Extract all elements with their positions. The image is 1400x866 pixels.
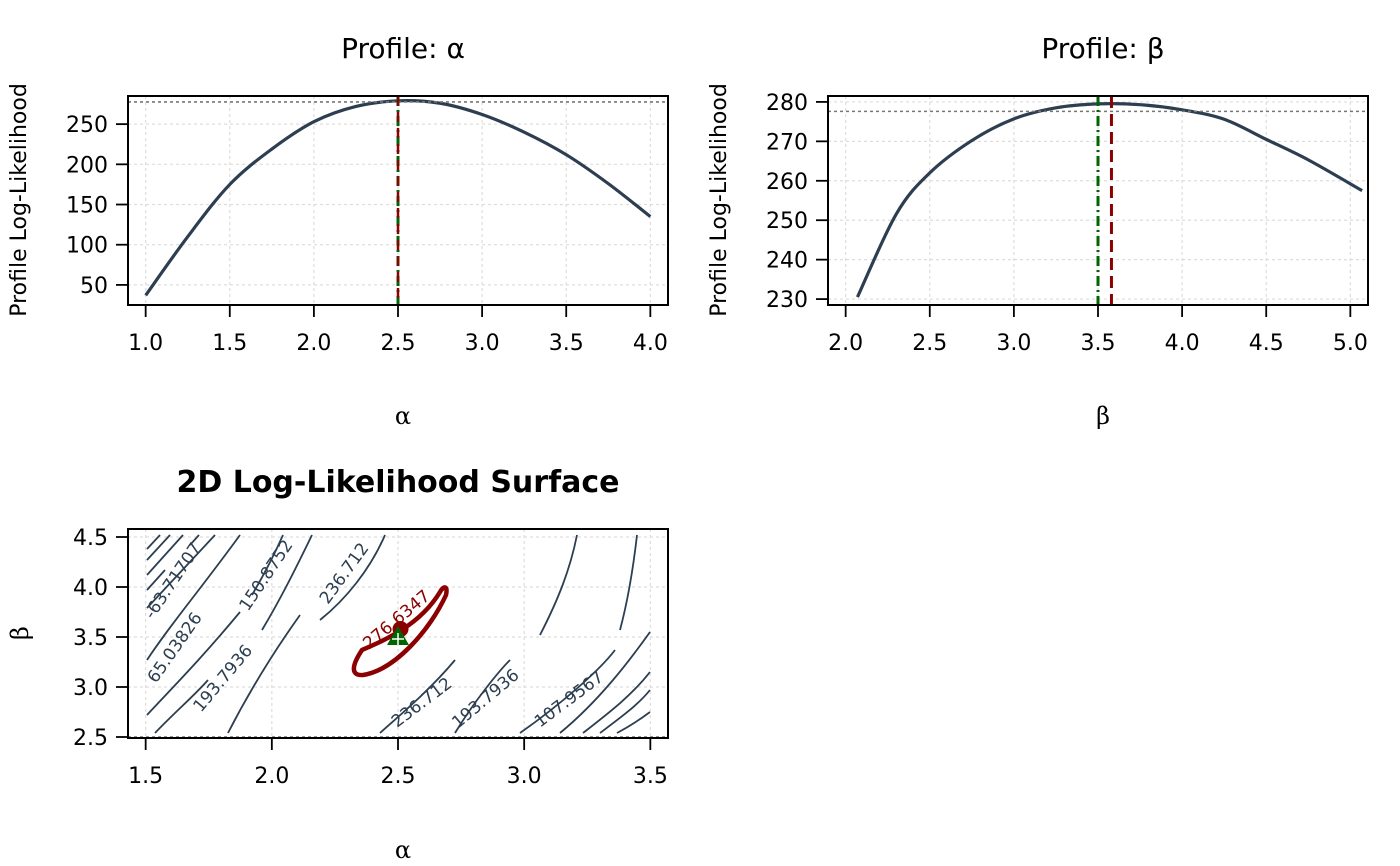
surface-y-ticks: 2.5 3.0 3.5 4.0 4.5 — [73, 526, 129, 751]
x-tick-label: 1.5 — [128, 764, 163, 789]
y-tick-label: 3.5 — [73, 626, 108, 651]
surface-title: 2D Log-Likelihood Surface — [176, 465, 619, 500]
contour-line — [146, 534, 171, 561]
profile-beta-x-label: β — [1096, 402, 1110, 430]
y-tick-label: 200 — [66, 153, 108, 178]
profile-beta-title: Profile: β — [1041, 32, 1164, 65]
profile-alpha-y-label: Profile Log-Likelihood — [7, 83, 32, 317]
x-tick-label: 2.5 — [381, 331, 416, 356]
x-tick-label: 4.0 — [1165, 331, 1200, 356]
y-tick-label: 260 — [766, 170, 808, 195]
profile-alpha-x-ticks: 1.0 1.5 2.0 2.5 3.0 3.5 4.0 — [128, 304, 668, 356]
y-tick-label: 270 — [766, 130, 808, 155]
profile-beta-y-label: Profile Log-Likelihood — [707, 83, 732, 317]
contour-label: 193.7936 — [448, 665, 523, 732]
contour-line — [146, 534, 284, 716]
profile-alpha-panel: 1.0 1.5 2.0 2.5 3.0 3.5 4.0 50 100 150 200 250 Pro… — [7, 32, 669, 430]
profile-alpha-x-label: α — [395, 402, 411, 430]
y-tick-label: 280 — [766, 91, 808, 116]
surface-y-label: β — [6, 626, 34, 640]
contour-line — [227, 534, 386, 734]
x-tick-label: 2.5 — [912, 331, 947, 356]
contour-line — [519, 534, 638, 734]
x-tick-label: 1.5 — [212, 331, 247, 356]
profile-beta-x-ticks: 2.0 2.5 3.0 3.5 4.0 4.5 5.0 — [828, 304, 1368, 356]
x-tick-label: 3.5 — [633, 764, 668, 789]
x-tick-label: 3.5 — [549, 331, 584, 356]
profile-alpha-y-ticks: 50 100 150 200 250 — [66, 113, 129, 299]
contour-label: 193.7936 — [190, 641, 257, 716]
y-tick-label: 240 — [766, 249, 808, 274]
y-tick-label: 100 — [66, 234, 108, 259]
x-tick-label: 4.5 — [1249, 331, 1284, 356]
contour-line — [559, 631, 651, 734]
contour-label: 150.8752 — [236, 536, 298, 614]
contour-label: -63.71707 — [141, 539, 206, 623]
y-tick-label: 230 — [766, 288, 808, 313]
contour-line — [146, 534, 241, 661]
y-tick-label: 250 — [66, 113, 108, 138]
x-tick-label: 3.0 — [996, 331, 1031, 356]
contour-line — [146, 534, 161, 550]
x-tick-label: 3.5 — [1081, 331, 1116, 356]
y-tick-label: 250 — [766, 209, 808, 234]
x-tick-label: 2.0 — [254, 764, 289, 789]
surface-panel: -63.71707 150.8752 236.712 65.03826 193.… — [6, 465, 669, 864]
confidence-contour — [351, 585, 449, 678]
profile-beta-panel: 2.0 2.5 3.0 3.5 4.0 4.5 5.0 230 240 250 260 270 280… — [707, 32, 1369, 430]
x-tick-label: 2.0 — [296, 331, 331, 356]
x-tick-label: 2.0 — [828, 331, 863, 356]
contour-line — [146, 534, 184, 576]
surface-x-ticks: 1.5 2.0 2.5 3.0 3.5 — [128, 737, 668, 789]
x-tick-label: 3.0 — [507, 764, 542, 789]
y-tick-label: 4.0 — [73, 576, 108, 601]
contour-label: 236.712 — [388, 674, 456, 732]
profile-alpha-title: Profile: α — [341, 32, 465, 65]
y-tick-label: 150 — [66, 194, 108, 219]
x-tick-label: 1.0 — [128, 331, 163, 356]
true-point — [387, 626, 409, 645]
y-tick-label: 2.5 — [73, 726, 108, 751]
profile-beta-y-ticks: 230 240 250 260 270 280 — [766, 91, 829, 313]
x-tick-label: 4.0 — [633, 331, 668, 356]
contour-line — [154, 534, 313, 734]
contour-line — [379, 659, 456, 734]
contour-line — [146, 534, 216, 609]
contour-line — [582, 671, 651, 734]
x-tick-label: 5.0 — [1333, 331, 1368, 356]
y-tick-label: 4.5 — [73, 526, 108, 551]
profile-beta-curve — [855, 102, 1363, 298]
y-tick-label: 50 — [80, 274, 108, 299]
contour-line — [146, 534, 200, 591]
x-tick-label: 2.5 — [381, 764, 416, 789]
x-tick-label: 3.0 — [465, 331, 500, 356]
surface-x-label: α — [395, 836, 411, 864]
y-tick-label: 3.0 — [73, 676, 108, 701]
contour-line — [616, 711, 651, 734]
contour-line — [454, 534, 578, 734]
contour-line — [599, 689, 651, 734]
